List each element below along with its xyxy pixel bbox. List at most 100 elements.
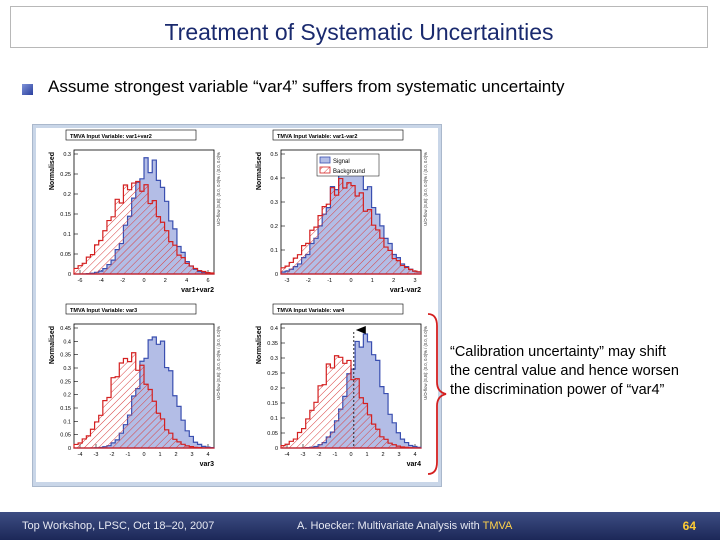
x-tick-label: -1	[126, 452, 131, 458]
y-tick-label: 0.5	[270, 152, 278, 158]
x-tick-label: -2	[317, 452, 322, 458]
y-tick-label: 0	[275, 272, 278, 278]
title-box: Treatment of Systematic Uncertainties	[10, 6, 708, 48]
x-axis-label: var4	[407, 461, 422, 468]
x-tick-label: -6	[78, 278, 83, 284]
y-tick-label: 0.3	[270, 356, 278, 362]
x-tick-label: 3	[413, 278, 416, 284]
x-tick-label: -4	[78, 452, 83, 458]
y-tick-label: 0.2	[270, 224, 278, 230]
x-tick-label: 4	[185, 278, 188, 284]
footer-title: A. Hoecker: Multivariate Analysis with T…	[297, 520, 512, 532]
page-number: 64	[682, 519, 696, 533]
overflow-label: U/O-flow (S,B): (0.0, 0.0)% / (0.0, 0.0)…	[216, 326, 221, 400]
x-tick-label: 3	[397, 452, 400, 458]
y-tick-label: 0.2	[63, 393, 71, 399]
overflow-label: U/O-flow (S,B): (0.0, 0.0)% / (0.0, 0.0)…	[423, 326, 428, 400]
x-axis-label: var1-var2	[390, 287, 421, 294]
y-tick-label: 0	[68, 272, 71, 278]
background-histogram	[280, 355, 422, 449]
y-tick-label: 0.2	[63, 192, 71, 198]
y-axis-label: Normalised	[256, 152, 263, 190]
footer-bar: Top Workshop, LPSC, Oct 18–20, 2007 A. H…	[0, 512, 720, 540]
panel-title: TMVA Input Variable: var1+var2	[70, 134, 152, 140]
x-tick-label: -1	[333, 452, 338, 458]
background-histogram	[280, 177, 422, 275]
y-axis-label: Normalised	[49, 326, 56, 364]
y-tick-label: 0.3	[270, 200, 278, 206]
legend-box	[316, 153, 380, 177]
histogram-figure: TMVA Input Variable: var1+var2 Normalised…	[32, 124, 442, 487]
y-tick-label: 0.3	[63, 366, 71, 372]
footer-author: A. Hoecker:	[297, 520, 358, 532]
x-tick-label: -2	[120, 278, 125, 284]
overflow-label: U/O-flow (S,B): (0.0, 0.0)% / (0.0, 0.0)…	[216, 152, 221, 226]
y-tick-label: 0.05	[60, 252, 71, 258]
y-tick-label: 0.1	[63, 232, 71, 238]
figure-canvas: TMVA Input Variable: var1+var2 Normalised…	[36, 128, 438, 482]
panel-title-box	[272, 303, 404, 315]
x-tick-label: 0	[142, 278, 145, 284]
y-axis-label: Normalised	[256, 326, 263, 364]
y-tick-label: 0.1	[270, 416, 278, 422]
x-tick-label: 0	[142, 452, 145, 458]
overflow-label: U/O-flow (S,B): (0.0, 0.0)% / (0.0, 0.0)…	[423, 152, 428, 226]
brace-icon	[427, 313, 447, 475]
footer-event: Top Workshop, LPSC, Oct 18–20, 2007	[22, 520, 215, 532]
callout-text: “Calibration uncertainty” may shift the …	[450, 344, 679, 398]
x-tick-label: -2	[306, 278, 311, 284]
x-tick-label: 4	[206, 452, 209, 458]
x-tick-label: 1	[158, 452, 161, 458]
footer-tmva: TMVA	[482, 520, 513, 532]
y-tick-label: 0.25	[60, 379, 71, 385]
shift-arrow-icon	[355, 326, 366, 334]
y-tick-label: 0.35	[267, 341, 278, 347]
x-tick-label: 6	[206, 278, 209, 284]
x-tick-label: 0	[349, 278, 352, 284]
legend-signal-swatch	[319, 156, 331, 164]
panel-title: TMVA Input Variable: var4	[277, 308, 345, 314]
y-tick-label: 0.15	[60, 406, 71, 412]
bullet-text: Assume strongest variable “var4” suffers…	[48, 77, 565, 96]
y-tick-label: 0.25	[267, 371, 278, 377]
x-tick-label: -1	[327, 278, 332, 284]
x-tick-label: 2	[392, 278, 395, 284]
panel-title-box	[65, 303, 197, 315]
panel-title-box	[65, 129, 197, 141]
x-tick-label: -4	[99, 278, 104, 284]
histogram-panel: TMVA Input Variable: var1+var2 Normalised…	[49, 129, 221, 294]
slide-title: Treatment of Systematic Uncertainties	[164, 19, 554, 45]
y-tick-label: 0.15	[60, 212, 71, 218]
panel-title: TMVA Input Variable: var3	[70, 308, 137, 314]
y-tick-label: 0.4	[63, 339, 71, 345]
x-tick-label: -4	[285, 452, 290, 458]
y-tick-label: 0.05	[267, 431, 278, 437]
histogram-panel: TMVA Input Variable: var4 Normalised U/O-f…	[256, 303, 428, 468]
bullet-square-icon	[22, 84, 33, 95]
x-tick-label: -3	[301, 452, 306, 458]
legend-background-swatch	[319, 166, 331, 174]
panel-title-box	[272, 129, 404, 141]
x-axis-label: var1+var2	[181, 287, 214, 294]
x-axis-label: var3	[200, 461, 215, 468]
legend-background-label: Background	[333, 169, 365, 175]
x-tick-label: -2	[110, 452, 115, 458]
y-tick-label: 0.1	[270, 248, 278, 254]
x-tick-label: -3	[285, 278, 290, 284]
y-tick-label: 0.45	[60, 326, 71, 332]
y-tick-label: 0.1	[63, 419, 71, 425]
x-tick-label: 2	[164, 278, 167, 284]
y-tick-label: 0.25	[60, 172, 71, 178]
x-tick-label: 0	[349, 452, 352, 458]
x-tick-label: 1	[365, 452, 368, 458]
y-tick-label: 0.05	[60, 433, 71, 439]
panel-title: TMVA Input Variable: var1-var2	[277, 134, 357, 140]
footer-subject: Multivariate Analysis with	[357, 520, 483, 532]
y-axis-label: Normalised	[49, 152, 56, 190]
x-tick-label: 3	[190, 452, 193, 458]
background-histogram	[73, 180, 215, 275]
histogram-panel: TMVA Input Variable: var3 Normalised U/O-f…	[49, 303, 221, 468]
y-tick-label: 0.2	[270, 386, 278, 392]
x-tick-label: 2	[381, 452, 384, 458]
x-tick-label: 4	[413, 452, 416, 458]
